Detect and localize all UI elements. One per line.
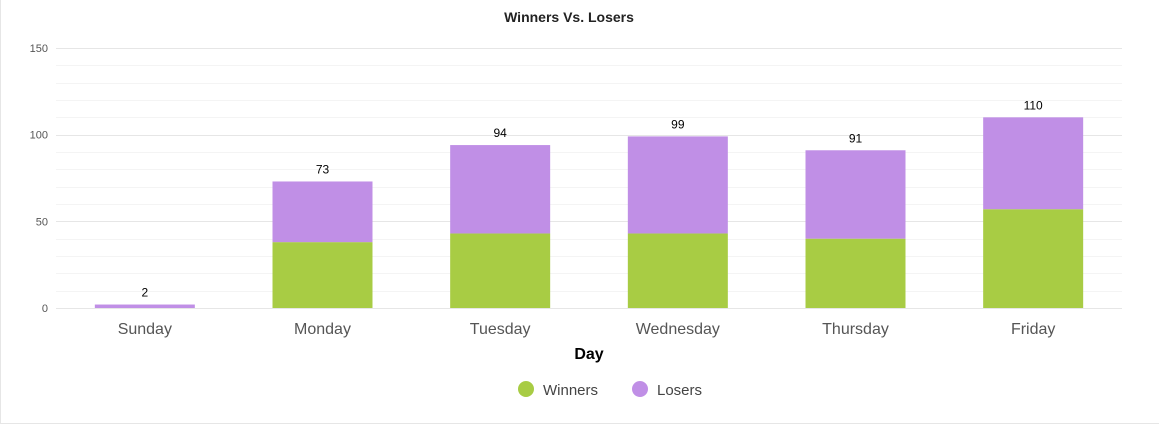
bar-losers-wednesday[interactable] — [627, 136, 728, 234]
bar-winners-monday[interactable] — [272, 242, 373, 308]
gridlines — [56, 48, 1122, 309]
data-label-monday: 73 — [316, 162, 330, 176]
data-label-tuesday: 94 — [493, 126, 507, 140]
x-tick-label-friday: Friday — [1011, 321, 1055, 338]
y-tick-label: 150 — [30, 43, 48, 55]
x-axis-label: Day — [574, 346, 603, 363]
bar-losers-sunday[interactable] — [94, 304, 195, 308]
x-tick-label-thursday: Thursday — [822, 321, 889, 338]
bar-winners-friday[interactable] — [983, 209, 1084, 308]
x-tick-label-sunday: Sunday — [118, 321, 172, 338]
legend-label-winners: Winners — [543, 382, 598, 399]
bar-losers-monday[interactable] — [272, 181, 373, 243]
data-labels: 2 73 94 99 91 110 — [141, 98, 1043, 299]
legend-marker-winners — [518, 381, 534, 397]
y-tick-label: 0 — [42, 303, 48, 315]
data-label-thursday: 91 — [849, 131, 863, 145]
legend-marker-losers — [632, 381, 648, 397]
legend-item-winners[interactable]: Winners — [518, 381, 598, 399]
bar-losers-friday[interactable] — [983, 117, 1084, 210]
chart-title: Winners Vs. Losers — [504, 9, 634, 25]
x-tick-label-tuesday: Tuesday — [470, 321, 531, 338]
legend-item-losers[interactable]: Losers — [632, 381, 702, 399]
y-axis-ticks: 0 50 100 150 — [30, 43, 48, 315]
legend[interactable]: Winners Losers — [518, 381, 702, 399]
bars — [94, 117, 1084, 308]
x-tick-label-monday: Monday — [294, 321, 351, 338]
bar-losers-thursday[interactable] — [805, 150, 906, 239]
y-tick-label: 50 — [36, 216, 48, 228]
bar-winners-thursday[interactable] — [805, 238, 906, 308]
legend-label-losers: Losers — [657, 382, 702, 399]
data-label-sunday: 2 — [141, 286, 148, 300]
bar-winners-tuesday[interactable] — [450, 233, 551, 308]
bar-losers-tuesday[interactable] — [450, 145, 551, 234]
x-axis-ticks: Sunday Monday Tuesday Wednesday Thursday Frid… — [118, 321, 1056, 338]
bar-winners-wednesday[interactable] — [627, 233, 728, 308]
y-tick-label: 100 — [30, 130, 48, 142]
data-label-wednesday: 99 — [671, 117, 685, 131]
data-label-friday: 110 — [1024, 98, 1043, 112]
x-tick-label-wednesday: Wednesday — [636, 321, 720, 338]
